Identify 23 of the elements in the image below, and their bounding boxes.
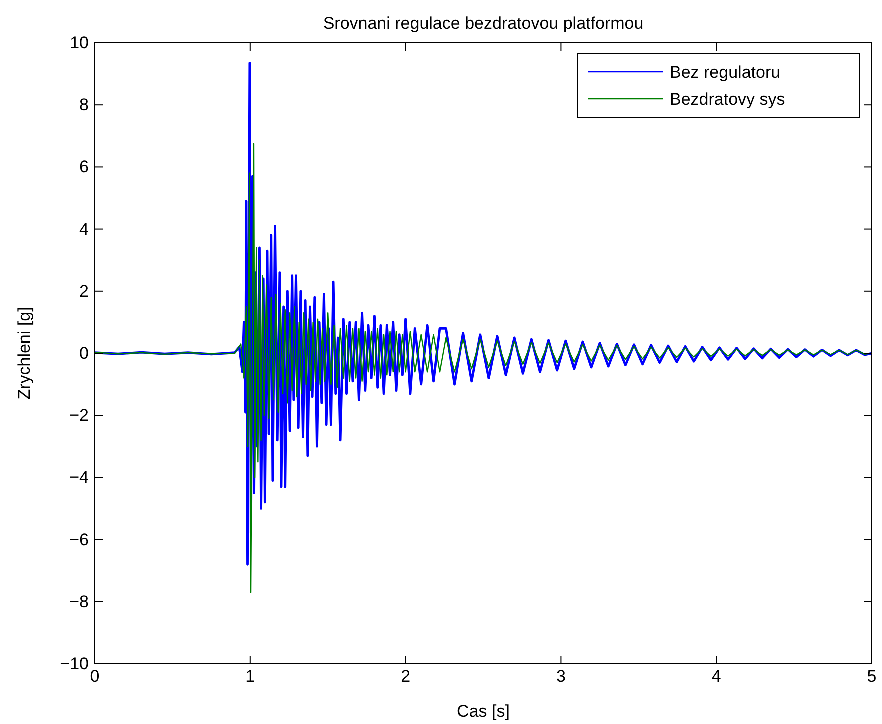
y-tick-label: −2 xyxy=(70,406,89,426)
y-tick-label: 0 xyxy=(80,344,89,363)
x-tick-label: 4 xyxy=(712,667,722,686)
x-tick-label: 5 xyxy=(867,667,877,686)
y-tick-label: −6 xyxy=(70,530,89,550)
y-tick-label: −4 xyxy=(70,468,89,488)
x-tick-label: 2 xyxy=(401,667,411,686)
y-tick-label: −8 xyxy=(70,592,89,612)
y-tick-label: 2 xyxy=(80,282,89,301)
x-axis-title: Cas [s] xyxy=(457,702,510,721)
y-tick-label: 8 xyxy=(80,96,89,115)
line-series xyxy=(94,143,873,594)
y-tick-label: 4 xyxy=(80,220,89,239)
y-tick-label: −10 xyxy=(60,654,89,674)
chart-title: Srovnani regulace bezdratovou platformou xyxy=(323,14,644,33)
line-series xyxy=(94,62,874,566)
y-tick-label: 10 xyxy=(70,33,89,52)
x-tick-label: 3 xyxy=(556,667,566,686)
x-tick-label: 1 xyxy=(246,667,256,686)
legend-label: Bez regulatoru xyxy=(670,63,781,82)
y-tick-label: 6 xyxy=(80,158,89,177)
y-axis-title: Zrychleni [g] xyxy=(15,307,34,400)
legend-label: Bezdratovy sys xyxy=(670,90,786,109)
